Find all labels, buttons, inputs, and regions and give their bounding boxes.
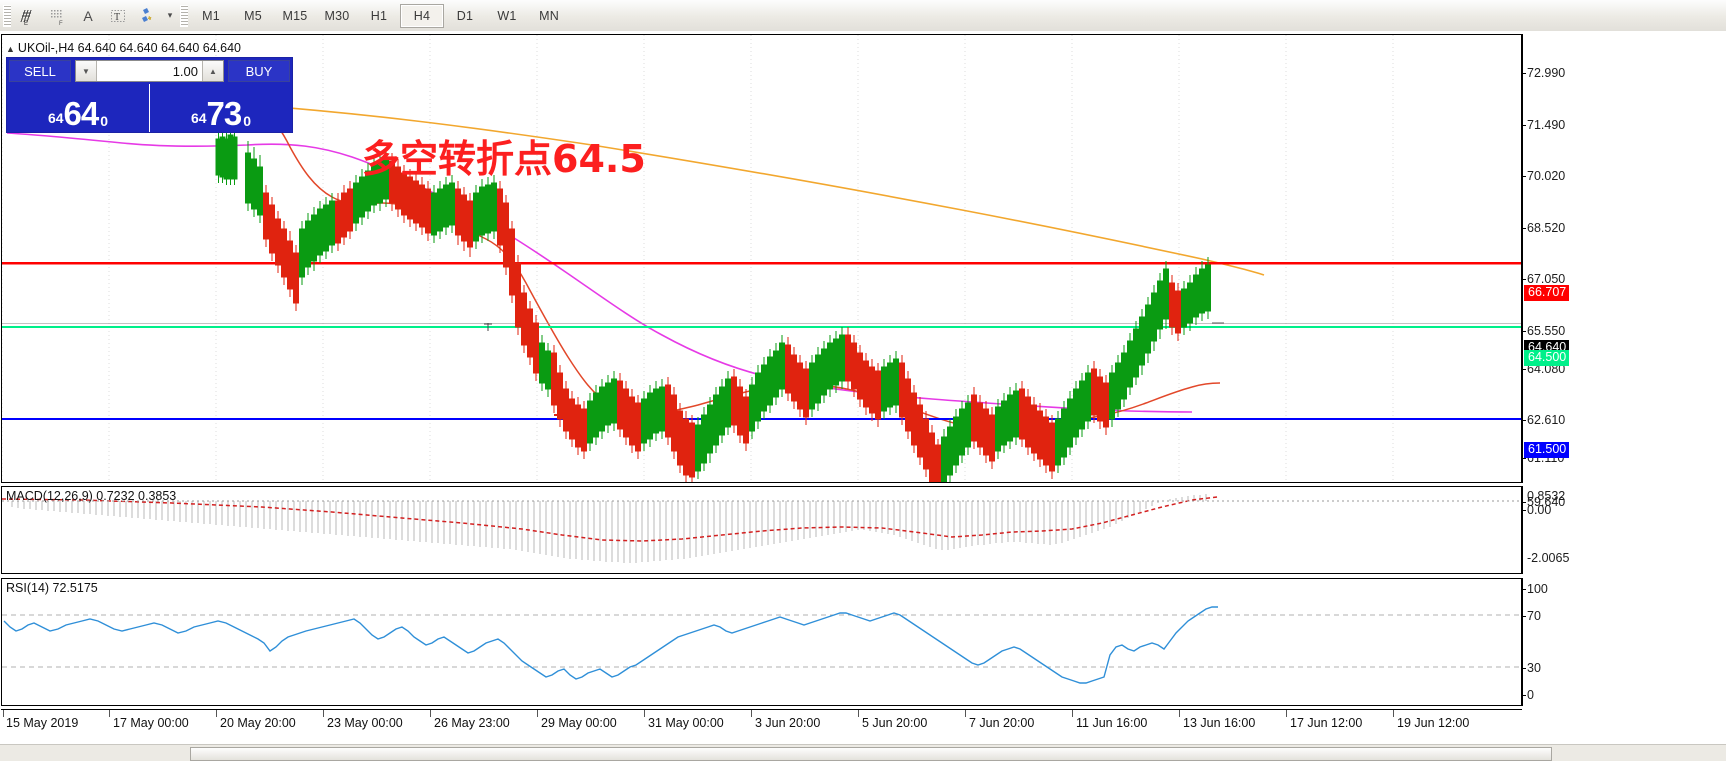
resistance-price-label[interactable]: 66.707 bbox=[1524, 285, 1570, 301]
horizontal-scrollbar[interactable] bbox=[0, 744, 1726, 761]
bid-big-figure: 64 bbox=[47, 110, 64, 126]
trade-quotes-row: 64 64 0 64 73 0 bbox=[7, 84, 292, 132]
price-tick-5: 65.550 bbox=[1521, 324, 1566, 338]
dropdown-arrow-icon[interactable]: ▾ bbox=[167, 10, 173, 20]
timeframe-m5[interactable]: M5 bbox=[244, 8, 262, 23]
crosshair-grid-icon[interactable]: F bbox=[43, 3, 73, 29]
bid-quote[interactable]: 64 64 0 bbox=[7, 84, 149, 132]
text-label-icon[interactable]: T bbox=[103, 3, 133, 29]
timeframe-m15[interactable]: M15 bbox=[282, 8, 308, 23]
support-price-label[interactable]: 61.500 bbox=[1524, 442, 1570, 458]
time-label-11: 13 Jun 16:00 bbox=[1183, 716, 1256, 730]
objects-icon[interactable] bbox=[133, 3, 163, 29]
time-axis[interactable]: 15 May 2019 17 May 00:00 20 May 20:00 23… bbox=[1, 709, 1522, 735]
timeframe-h4[interactable]: H4 bbox=[400, 3, 444, 28]
macd-tick-0: 0.8532 bbox=[1527, 489, 1566, 503]
rsi-scale[interactable]: 100 70 30 0 bbox=[1522, 578, 1726, 706]
one-click-trade-panel[interactable]: SELL ▼ 1.00 ▲ BUY 64 64 0 64 73 0 bbox=[6, 57, 293, 133]
toolbar-grip[interactable] bbox=[3, 4, 11, 27]
timeframe-d1[interactable]: D1 bbox=[456, 8, 474, 23]
ask-quote[interactable]: 64 73 0 bbox=[149, 84, 292, 132]
timeframe-h1[interactable]: H1 bbox=[370, 8, 388, 23]
timeframe-toolbar-grip[interactable] bbox=[180, 4, 188, 27]
bid-fraction: 0 bbox=[100, 113, 109, 129]
volume-value[interactable]: 1.00 bbox=[172, 63, 198, 79]
timeframe-m30[interactable]: M30 bbox=[324, 8, 350, 23]
pivot-price-label[interactable]: 64.500 bbox=[1524, 350, 1570, 366]
sell-button[interactable]: SELL bbox=[9, 60, 71, 82]
time-label-6: 31 May 00:00 bbox=[648, 716, 724, 730]
volume-down-icon[interactable]: ▼ bbox=[76, 61, 97, 81]
text-tool-icon[interactable]: A bbox=[83, 7, 93, 24]
ask-fraction: 0 bbox=[243, 113, 252, 129]
buy-button[interactable]: BUY bbox=[228, 60, 290, 82]
svg-text:F: F bbox=[59, 21, 63, 26]
time-label-10: 11 Jun 16:00 bbox=[1076, 716, 1148, 730]
time-label-5: 29 May 00:00 bbox=[541, 716, 617, 730]
price-tick-1: 71.490 bbox=[1521, 118, 1566, 132]
time-label-2: 20 May 20:00 bbox=[220, 716, 296, 730]
svg-text:E: E bbox=[24, 21, 28, 26]
timeframe-mn[interactable]: MN bbox=[539, 8, 559, 23]
time-label-1: 17 May 00:00 bbox=[113, 716, 189, 730]
macd-tick-1: 0.00 bbox=[1521, 503, 1552, 517]
timeframe-w1[interactable]: W1 bbox=[497, 8, 517, 23]
timeframe-m1[interactable]: M1 bbox=[202, 8, 220, 23]
price-tick-0: 72.990 bbox=[1521, 66, 1566, 80]
rsi-tick-0: 100 bbox=[1522, 582, 1548, 596]
macd-panel[interactable]: MACD(12,26,9) 0.7232 0.3853 bbox=[1, 486, 1522, 574]
volume-field[interactable]: ▼ 1.00 ▲ bbox=[75, 60, 224, 82]
svg-text:T: T bbox=[114, 12, 120, 23]
chart-annotation-text[interactable]: 多空转折点64.5 bbox=[362, 137, 646, 181]
price-tick-2: 70.020 bbox=[1521, 169, 1566, 183]
time-label-0: 15 May 2019 bbox=[6, 716, 79, 730]
price-tick-9: 59.640 bbox=[1521, 495, 1566, 509]
rsi-tick-2: 30 bbox=[1522, 661, 1541, 675]
volume-up-icon[interactable]: ▲ bbox=[202, 61, 223, 81]
chart-area[interactable]: ▲ UKOil-,H4 64.640 64.640 64.640 64.640 S… bbox=[0, 31, 1726, 760]
support-line bbox=[2, 418, 1521, 421]
time-label-4: 26 May 23:00 bbox=[434, 716, 510, 730]
price-chart-canvas bbox=[1, 35, 1521, 501]
price-scale[interactable]: 72.990 71.490 70.020 68.520 67.050 65.55… bbox=[1521, 34, 1726, 509]
rsi-chart-canvas bbox=[2, 606, 1521, 684]
ask-pips: 73 bbox=[206, 95, 243, 132]
pivot-line bbox=[2, 326, 1521, 329]
ask-big-figure: 64 bbox=[190, 110, 207, 126]
main-toolbar: E F A T bbox=[0, 0, 1726, 32]
rsi-panel[interactable]: RSI(14) 72.5175 bbox=[1, 578, 1522, 706]
price-tick-7: 62.610 bbox=[1521, 413, 1566, 427]
indicators-icon[interactable]: E bbox=[13, 3, 43, 29]
price-tick-4: 67.050 bbox=[1521, 272, 1566, 286]
macd-tick-2: -2.0065 bbox=[1527, 551, 1570, 565]
time-label-3: 23 May 00:00 bbox=[327, 716, 403, 730]
time-label-8: 5 Jun 20:00 bbox=[862, 716, 928, 730]
collapse-arrow-icon[interactable]: ▲ bbox=[6, 44, 15, 54]
time-label-7: 3 Jun 20:00 bbox=[755, 716, 821, 730]
bid-pips: 64 bbox=[63, 95, 100, 132]
trade-controls-row: SELL ▼ 1.00 ▲ BUY bbox=[7, 58, 292, 84]
scrollbar-thumb[interactable] bbox=[190, 747, 1552, 761]
price-tick-3: 68.520 bbox=[1521, 221, 1566, 235]
rsi-tick-3: 0 bbox=[1522, 688, 1534, 702]
macd-chart-canvas bbox=[1, 494, 1521, 563]
rsi-tick-1: 70 bbox=[1522, 609, 1541, 623]
symbol-ohlc-bar: ▲ UKOil-,H4 64.640 64.640 64.640 64.640 bbox=[6, 41, 241, 55]
time-label-13: 19 Jun 12:00 bbox=[1397, 716, 1470, 730]
resistance-line bbox=[2, 262, 1521, 265]
time-label-12: 17 Jun 12:00 bbox=[1290, 716, 1363, 730]
symbol-ohlc-text: UKOil-,H4 64.640 64.640 64.640 64.640 bbox=[17, 41, 241, 55]
macd-indicator-label[interactable]: MACD(12,26,9) 0.7232 0.3853 bbox=[6, 489, 177, 503]
price-panel[interactable]: ▲ UKOil-,H4 64.640 64.640 64.640 64.640 S… bbox=[1, 34, 1522, 501]
rsi-indicator-label[interactable]: RSI(14) 72.5175 bbox=[6, 581, 98, 595]
time-label-9: 7 Jun 20:00 bbox=[969, 716, 1035, 730]
macd-scale[interactable]: 0.8532 0.00 -2.0065 bbox=[1521, 486, 1726, 574]
